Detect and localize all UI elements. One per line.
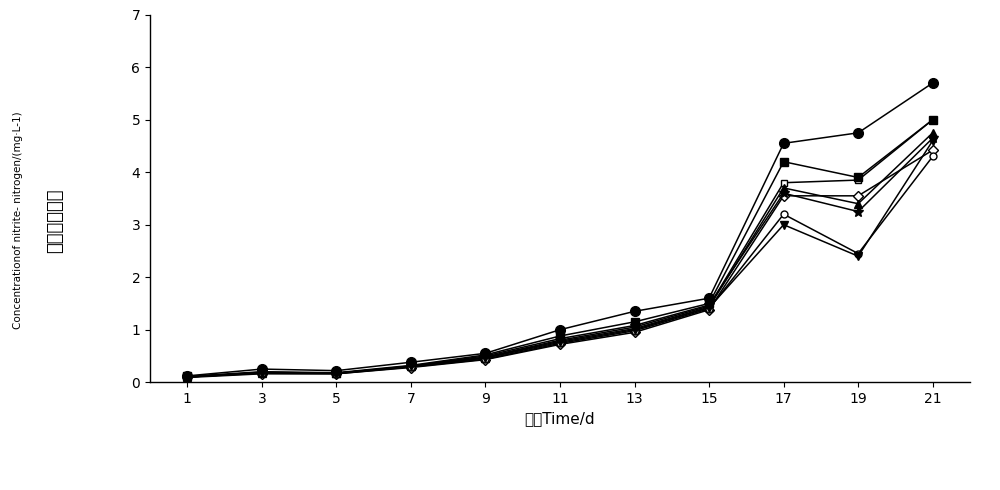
Text: 亚确酸氮浓度: 亚确酸氮浓度 (46, 188, 64, 253)
Text: Concentrationof nitrite- nitrogen/(mg·L-1): Concentrationof nitrite- nitrogen/(mg·L-… (13, 112, 23, 329)
X-axis label: 时间Time/d: 时间Time/d (525, 412, 595, 426)
